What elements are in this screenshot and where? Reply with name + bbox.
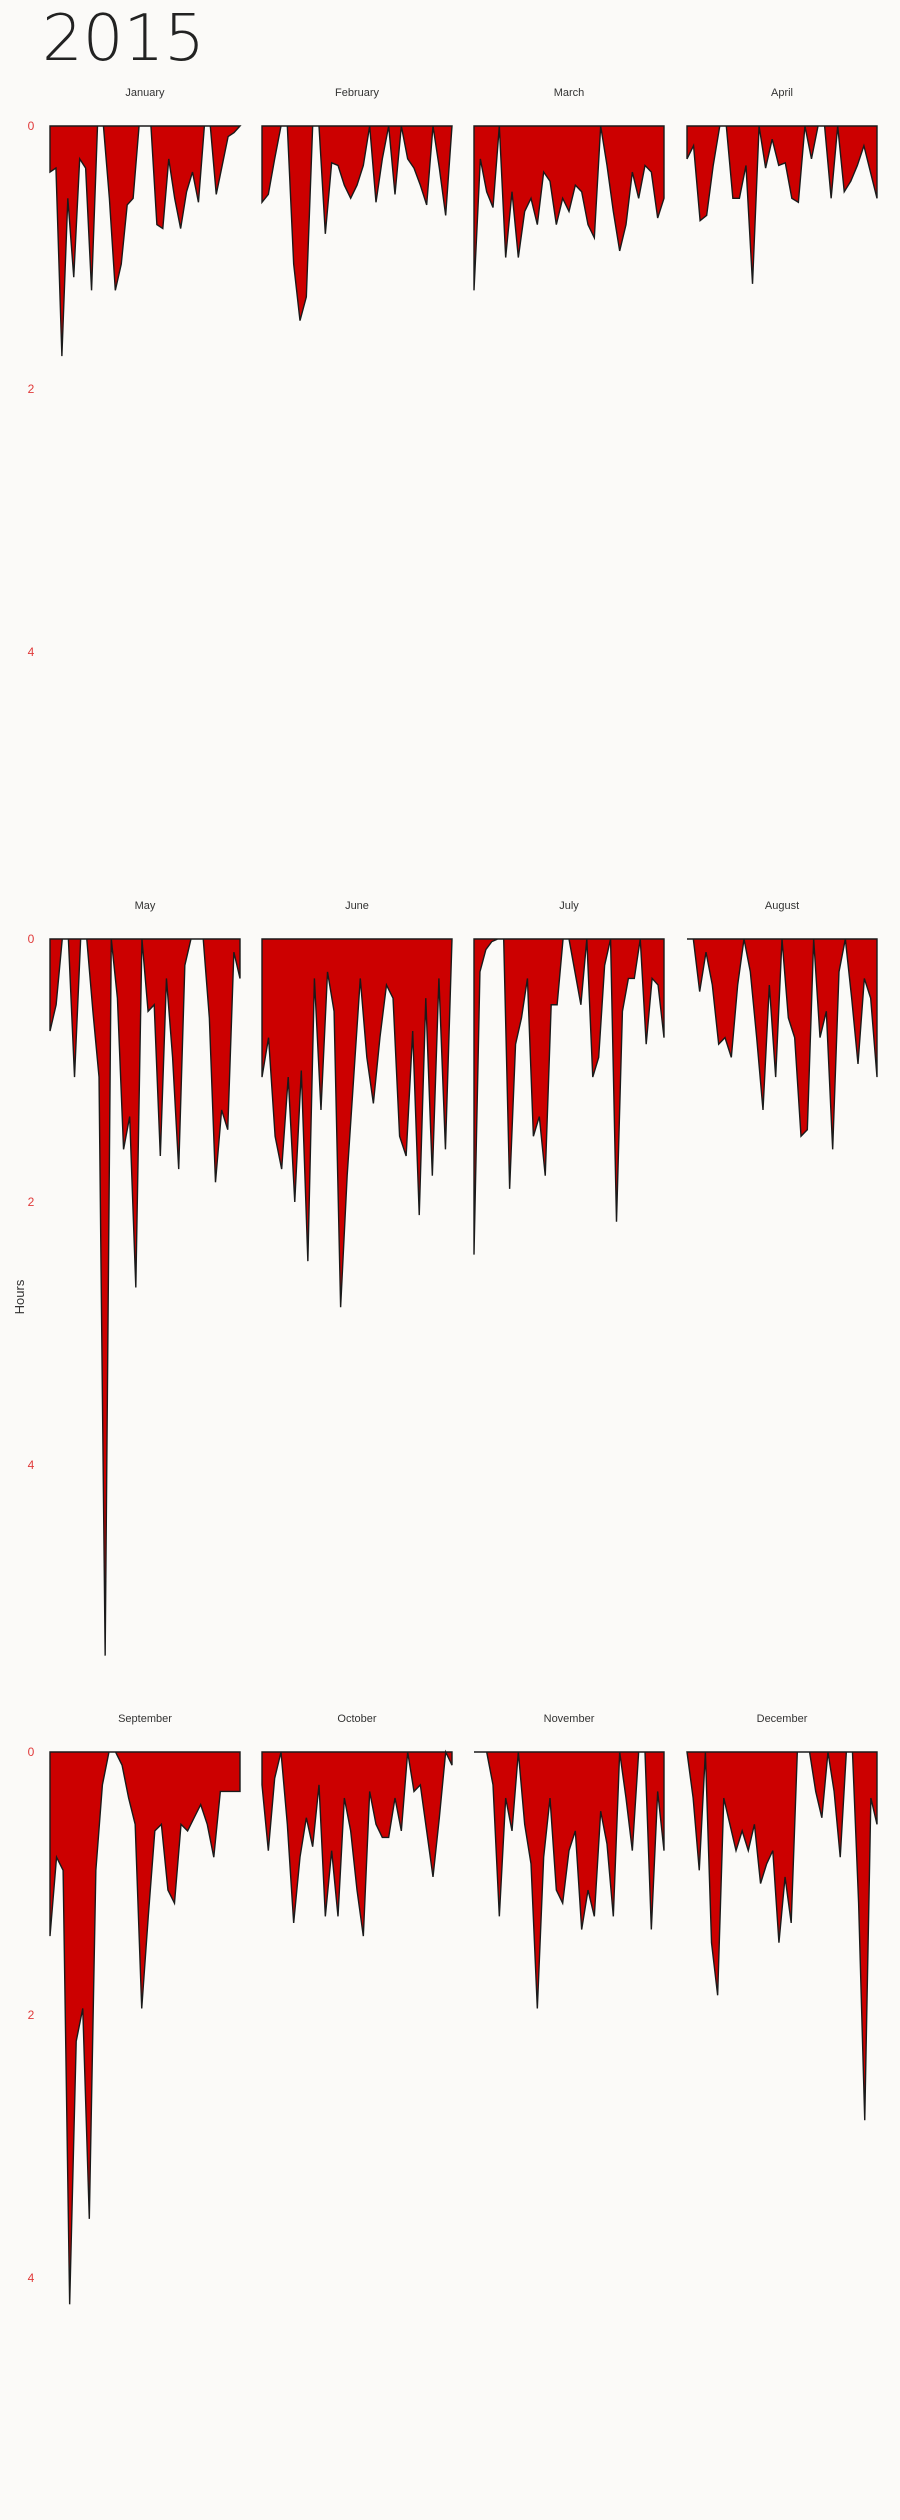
- month-area-series: [686, 125, 878, 284]
- month-title: February: [335, 87, 380, 99]
- month-title: March: [554, 87, 585, 99]
- chart-title: 2015: [42, 2, 205, 76]
- month-area-series: [474, 1751, 665, 2009]
- y-axis-label: Hours: [12, 1279, 27, 1314]
- month-title: December: [757, 1713, 808, 1725]
- y-tick-label: 4: [28, 1458, 35, 1472]
- y-tick-label: 4: [28, 645, 35, 659]
- month-title: August: [765, 900, 799, 912]
- month-area-series: [49, 1751, 241, 2305]
- month-area-series: [687, 938, 878, 1150]
- month-area-series: [261, 125, 453, 321]
- month-area-series: [261, 1749, 453, 1937]
- month-area-series: [473, 125, 665, 291]
- month-title: October: [337, 1713, 376, 1725]
- month-area-series: [49, 125, 242, 357]
- y-tick-label: 2: [28, 1195, 35, 1209]
- month-area-series: [686, 1751, 878, 2121]
- month-title: June: [345, 900, 369, 912]
- y-tick-label: 0: [28, 119, 35, 133]
- y-tick-label: 2: [28, 382, 35, 396]
- month-title: September: [118, 1713, 172, 1725]
- month-title: January: [125, 87, 165, 99]
- y-tick-label: 2: [28, 2008, 35, 2022]
- month-area-series: [49, 938, 241, 1656]
- y-tick-label: 0: [28, 1745, 35, 1759]
- month-title: July: [559, 900, 579, 912]
- month-title: November: [544, 1713, 595, 1725]
- month-title: April: [771, 87, 793, 99]
- month-area-series: [473, 938, 665, 1255]
- month-title: May: [135, 900, 156, 912]
- y-tick-label: 4: [28, 2271, 35, 2285]
- month-panels: 0 2 4 0 2 4 0 2 4 January February March April May Jun…: [28, 87, 878, 2305]
- month-area-series: [261, 938, 453, 1308]
- y-tick-label: 0: [28, 932, 35, 946]
